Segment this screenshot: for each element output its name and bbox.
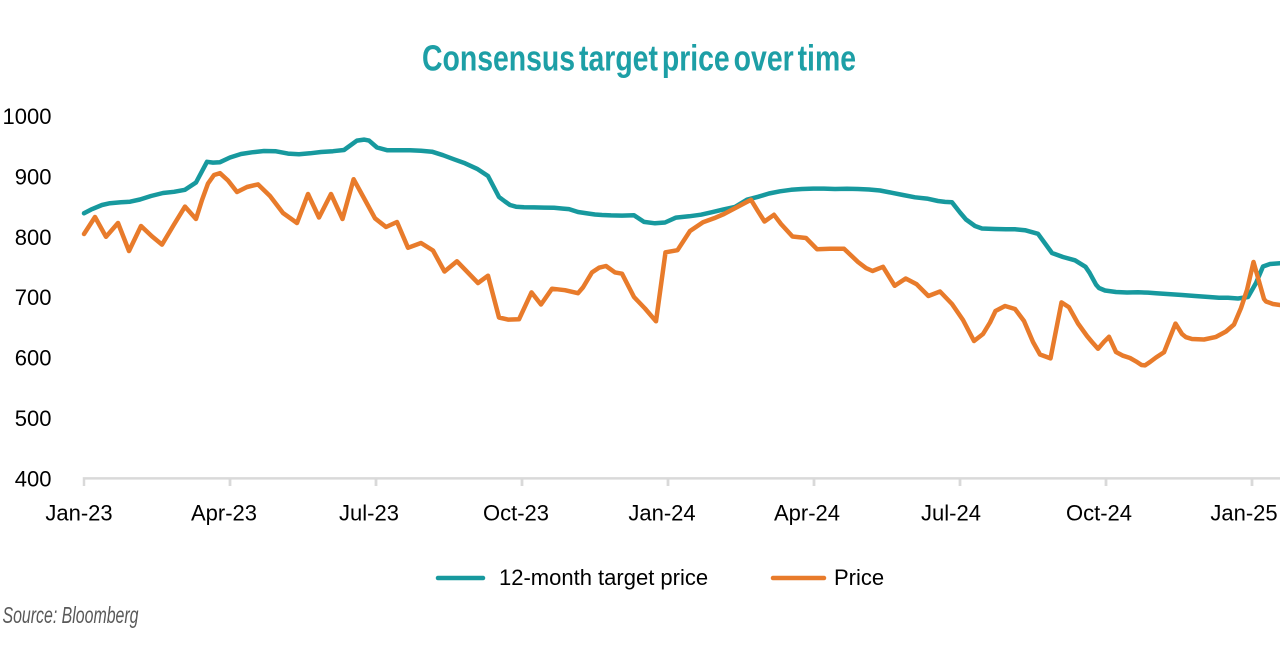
- svg-text:Jul-24: Jul-24: [921, 500, 981, 525]
- svg-text:Jan-25: Jan-25: [1210, 500, 1277, 525]
- svg-text:400: 400: [15, 466, 52, 491]
- svg-text:1000: 1000: [3, 104, 52, 129]
- svg-text:Jul-23: Jul-23: [339, 500, 399, 525]
- svg-text:700: 700: [15, 285, 52, 310]
- svg-text:900: 900: [15, 165, 52, 190]
- svg-text:Jan-23: Jan-23: [45, 500, 112, 525]
- svg-text:Jan-24: Jan-24: [628, 500, 695, 525]
- svg-text:Source: Bloomberg: Source: Bloomberg: [3, 602, 139, 628]
- svg-text:800: 800: [15, 225, 52, 250]
- svg-text:Oct-23: Oct-23: [483, 500, 549, 525]
- svg-text:Apr-24: Apr-24: [774, 500, 840, 525]
- svg-text:Consensus target price over ti: Consensus target price over time: [422, 37, 856, 78]
- svg-text:600: 600: [15, 346, 52, 371]
- svg-text:Oct-24: Oct-24: [1066, 500, 1132, 525]
- svg-text:12-month target price: 12-month target price: [499, 565, 708, 590]
- svg-text:500: 500: [15, 406, 52, 431]
- svg-text:Price: Price: [834, 565, 884, 590]
- svg-text:Apr-23: Apr-23: [191, 500, 257, 525]
